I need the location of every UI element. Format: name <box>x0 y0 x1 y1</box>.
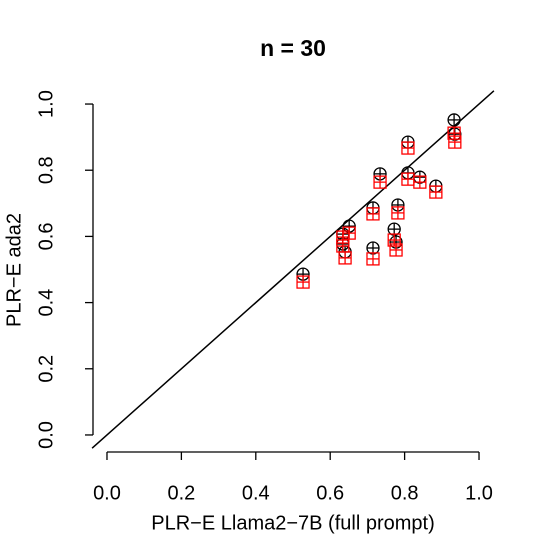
point <box>447 113 461 127</box>
point <box>447 126 461 140</box>
chart-title: n = 30 <box>260 35 326 61</box>
y-tick-label: 0.8 <box>35 156 57 184</box>
point <box>391 206 405 220</box>
y-tick-label: 1.0 <box>35 90 57 118</box>
point <box>448 135 462 149</box>
x-tick-label: 0.2 <box>167 482 195 504</box>
point <box>336 239 350 253</box>
point <box>366 207 380 221</box>
x-tick-label: 0.4 <box>242 482 270 504</box>
point <box>387 222 401 236</box>
point <box>373 175 387 189</box>
y-axis-label: PLR−E ada2 <box>3 213 25 327</box>
point <box>429 185 443 199</box>
x-tick-label: 0.8 <box>391 482 419 504</box>
point <box>342 226 356 240</box>
x-axis-label: PLR−E Llama2−7B (full prompt) <box>151 512 434 534</box>
point <box>401 141 415 155</box>
x-tick-label: 0.6 <box>316 482 344 504</box>
point <box>401 172 415 186</box>
point <box>338 251 352 265</box>
point <box>296 275 310 289</box>
point <box>366 252 380 266</box>
point <box>413 175 427 189</box>
y-tick-label: 0.0 <box>35 421 57 449</box>
y-tick-label: 0.6 <box>35 223 57 251</box>
x-tick-label: 1.0 <box>465 482 493 504</box>
reference-line <box>91 90 495 449</box>
point <box>389 243 403 257</box>
y-tick-label: 0.2 <box>35 355 57 383</box>
y-tick-label: 0.4 <box>35 289 57 317</box>
x-tick-label: 0.0 <box>93 482 121 504</box>
point <box>366 241 380 255</box>
